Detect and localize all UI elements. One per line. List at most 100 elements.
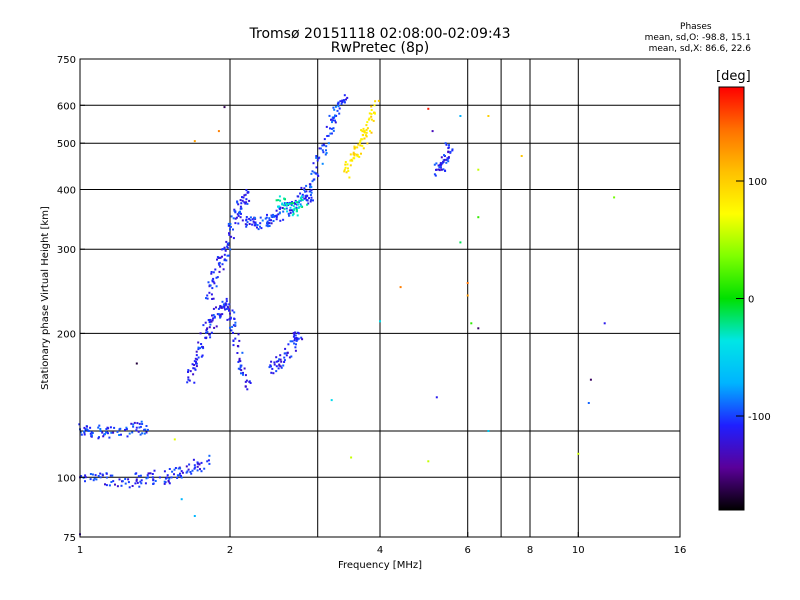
data-point — [189, 471, 192, 473]
data-point — [227, 242, 230, 245]
data-point — [106, 426, 109, 429]
data-point — [119, 427, 122, 430]
data-point — [311, 170, 314, 173]
data-point — [297, 332, 300, 335]
data-point — [187, 371, 189, 373]
data-point — [447, 150, 450, 153]
data-point — [245, 198, 248, 201]
data-point — [251, 218, 254, 221]
data-point — [280, 366, 283, 369]
data-point — [237, 203, 240, 206]
data-point — [291, 340, 294, 343]
data-point — [329, 127, 331, 130]
data-point — [208, 291, 211, 294]
data-point — [236, 201, 239, 204]
data-point — [232, 228, 234, 231]
data-point — [229, 317, 232, 320]
data-point — [332, 127, 335, 130]
data-point — [99, 472, 102, 475]
data-point — [240, 202, 243, 205]
data-point — [84, 480, 86, 483]
data-point — [209, 336, 212, 339]
data-point — [368, 117, 371, 120]
data-point — [304, 197, 307, 200]
data-point — [194, 466, 197, 469]
data-point — [288, 209, 291, 212]
data-point — [266, 213, 268, 216]
data-point — [226, 246, 229, 249]
data-point — [293, 333, 296, 336]
data-point — [334, 105, 337, 108]
data-point — [358, 141, 361, 144]
data-point — [212, 277, 215, 280]
data-point — [256, 224, 259, 226]
data-point — [310, 199, 313, 201]
data-point — [244, 374, 247, 377]
data-point — [229, 228, 231, 231]
data-point — [270, 371, 273, 374]
data-point — [198, 463, 201, 466]
data-point — [291, 209, 294, 212]
data-point — [186, 470, 189, 473]
data-point — [228, 254, 230, 257]
data-point — [194, 357, 197, 360]
data-point — [336, 109, 339, 112]
data-point — [221, 300, 224, 303]
data-point — [282, 210, 285, 213]
data-point — [293, 339, 296, 342]
data-point — [137, 475, 140, 478]
data-point — [216, 258, 218, 261]
data-point — [187, 376, 190, 379]
x-tick-label: 10 — [572, 545, 585, 556]
data-point — [282, 218, 285, 221]
data-point — [114, 483, 116, 486]
data-point — [487, 430, 490, 432]
data-point — [85, 428, 88, 431]
data-point — [105, 476, 108, 479]
data-point — [487, 115, 490, 117]
data-point — [195, 365, 198, 368]
data-point — [78, 423, 81, 426]
data-point — [345, 98, 347, 101]
data-point — [245, 225, 248, 228]
data-point — [438, 166, 441, 169]
data-point — [97, 426, 100, 429]
data-point — [316, 159, 319, 162]
data-point — [300, 198, 303, 201]
data-point — [151, 476, 154, 479]
data-point — [278, 195, 281, 198]
data-point — [151, 473, 154, 475]
data-point — [166, 474, 169, 477]
data-point — [139, 480, 142, 483]
data-point — [226, 254, 229, 257]
y-tick-label: 600 — [57, 101, 76, 112]
data-point — [314, 172, 317, 175]
data-point — [275, 365, 278, 368]
data-point — [243, 367, 246, 370]
data-point — [199, 347, 202, 350]
data-point — [296, 338, 299, 341]
data-point — [124, 482, 127, 485]
data-point — [295, 208, 298, 211]
colorbar-tick-label: 0 — [748, 295, 754, 306]
data-point — [445, 161, 448, 164]
data-point — [298, 199, 301, 202]
data-point — [353, 157, 356, 160]
data-point — [362, 147, 365, 150]
data-point — [266, 223, 269, 226]
data-point — [213, 282, 216, 285]
data-point — [219, 316, 222, 319]
data-point — [283, 356, 286, 359]
data-point — [186, 381, 189, 384]
data-point — [163, 480, 166, 483]
data-point — [239, 207, 242, 210]
data-point — [140, 479, 143, 482]
data-point — [365, 128, 368, 131]
data-point — [195, 354, 198, 357]
data-point — [210, 331, 213, 334]
data-point — [315, 166, 318, 169]
data-point — [447, 147, 450, 150]
data-point — [90, 434, 93, 437]
data-point — [266, 220, 269, 223]
data-point — [194, 368, 197, 371]
